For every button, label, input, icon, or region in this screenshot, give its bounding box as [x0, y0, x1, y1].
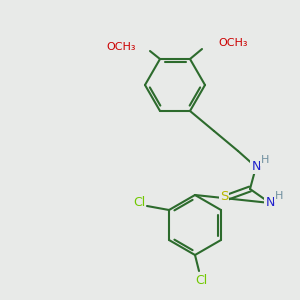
Text: Cl: Cl [195, 274, 207, 286]
Text: N: N [251, 160, 261, 173]
Text: OCH₃: OCH₃ [106, 42, 136, 52]
Text: Cl: Cl [133, 196, 145, 208]
Text: OCH₃: OCH₃ [218, 38, 248, 48]
Text: H: H [261, 155, 269, 165]
Text: H: H [275, 191, 283, 201]
Text: N: N [265, 196, 275, 209]
Text: S: S [220, 190, 228, 203]
